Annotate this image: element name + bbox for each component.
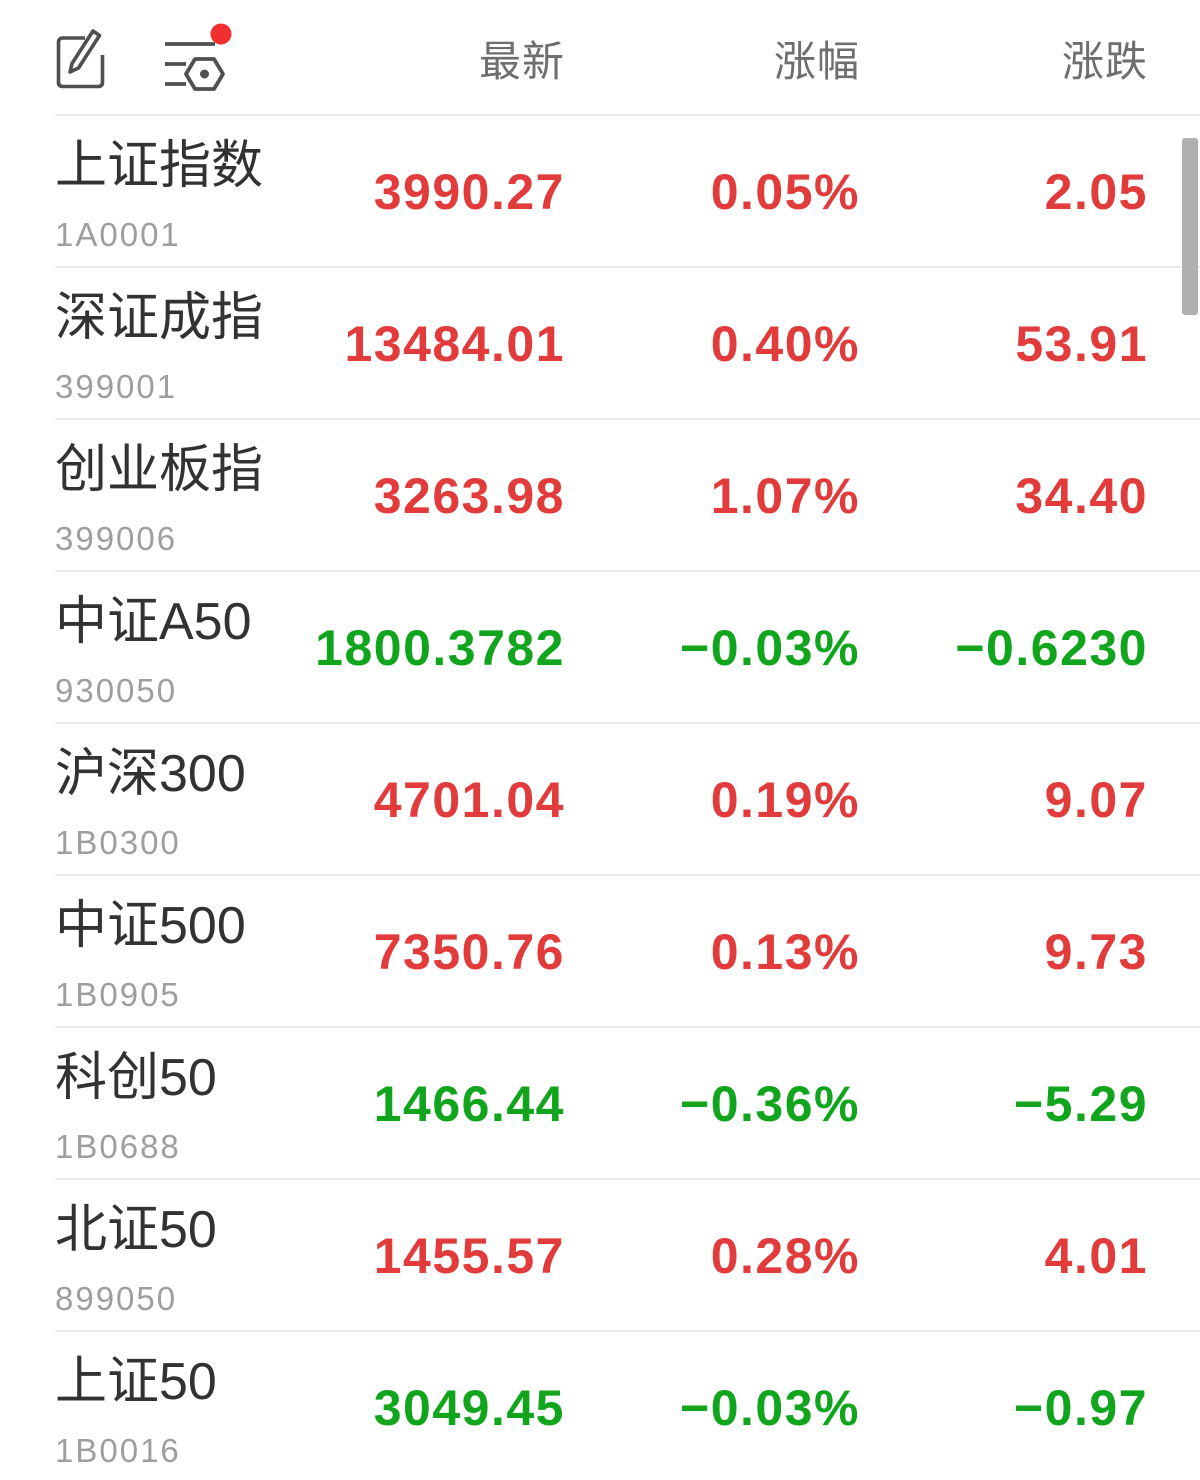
change-percent: 0.19% — [710, 772, 860, 828]
index-name-block: 科创50 1B0688 — [55, 1028, 265, 1163]
change-amount: −0.97 — [1013, 1380, 1148, 1436]
last-price: 1455.57 — [373, 1228, 565, 1284]
index-name: 中证A50 — [55, 593, 252, 651]
change-amount: 4.01 — [1044, 1228, 1148, 1284]
change-percent: −0.36% — [680, 1076, 860, 1132]
index-code: 1A0001 — [55, 216, 181, 253]
index-code: 399006 — [55, 520, 178, 557]
change-percent: 0.28% — [710, 1228, 860, 1284]
index-code: 1B0016 — [55, 1432, 181, 1469]
last-price: 4701.04 — [373, 772, 565, 828]
change-amount: 9.73 — [1044, 924, 1148, 980]
edit-compose-icon — [56, 29, 105, 89]
index-name: 北证50 — [55, 1201, 217, 1259]
last-price: 1466.44 — [373, 1076, 565, 1132]
index-code: 899050 — [55, 1280, 178, 1317]
index-name-block: 上证50 1B0016 — [55, 1332, 265, 1467]
index-code: 399001 — [55, 368, 178, 405]
notification-dot — [210, 23, 232, 45]
change-amount: 2.05 — [1044, 164, 1148, 220]
change-amount: −5.29 — [1013, 1076, 1148, 1132]
index-code: 1B0905 — [55, 976, 181, 1013]
change-amount: 9.07 — [1044, 772, 1148, 828]
index-row[interactable]: 科创50 1B0688 1466.44 −0.36% −5.29 — [0, 1028, 1200, 1180]
index-name-block: 深证成指 399001 — [55, 268, 265, 403]
index-name-block: 沪深300 1B0300 — [55, 724, 265, 859]
index-code: 930050 — [55, 672, 178, 709]
index-code: 1B0300 — [55, 824, 181, 861]
edit-button[interactable] — [55, 27, 105, 89]
index-name: 创业板指 — [55, 441, 264, 499]
index-name: 中证500 — [55, 897, 246, 955]
index-name-block: 上证指数 1A0001 — [55, 116, 265, 251]
change-percent: −0.03% — [680, 1380, 860, 1436]
index-name-block: 创业板指 399006 — [55, 420, 265, 555]
index-name: 沪深300 — [55, 745, 246, 803]
index-name-block: 中证500 1B0905 — [55, 876, 265, 1011]
change-percent: 0.13% — [710, 924, 860, 980]
index-row[interactable]: 中证500 1B0905 7350.76 0.13% 9.73 — [0, 876, 1200, 1028]
index-row[interactable]: 上证50 1B0016 3049.45 −0.03% −0.97 — [0, 1332, 1200, 1480]
index-row[interactable]: 沪深300 1B0300 4701.04 0.19% 9.07 — [0, 724, 1200, 876]
last-price: 1800.3782 — [315, 620, 565, 676]
index-row[interactable]: 中证A50 930050 1800.3782 −0.03% −0.6230 — [0, 572, 1200, 724]
change-amount: 53.91 — [1015, 316, 1148, 372]
change-amount: 34.40 — [1015, 468, 1148, 524]
list-filter-settings-icon — [165, 23, 232, 91]
change-percent: 0.40% — [710, 316, 860, 372]
header-toolbar — [55, 22, 265, 94]
column-header-last[interactable]: 最新 — [478, 37, 565, 85]
index-name: 上证指数 — [55, 137, 264, 195]
index-list: 上证指数 1A0001 3990.27 0.05% 2.05 深证成指 3990… — [0, 116, 1200, 1480]
index-name-block: 北证50 899050 — [55, 1180, 265, 1315]
last-price: 13484.01 — [344, 316, 565, 372]
change-percent: 0.05% — [710, 164, 860, 220]
index-row[interactable]: 创业板指 399006 3263.98 1.07% 34.40 — [0, 420, 1200, 572]
index-name: 科创50 — [55, 1049, 217, 1107]
index-name-block: 中证A50 930050 — [55, 572, 265, 707]
index-row[interactable]: 北证50 899050 1455.57 0.28% 4.01 — [0, 1180, 1200, 1332]
last-price: 7350.76 — [373, 924, 565, 980]
list-settings-button[interactable] — [165, 22, 233, 94]
column-header-change-pct[interactable]: 涨幅 — [773, 37, 860, 85]
change-percent: −0.03% — [680, 620, 860, 676]
index-row[interactable]: 深证成指 399001 13484.01 0.40% 53.91 — [0, 268, 1200, 420]
index-name: 深证成指 — [55, 289, 264, 347]
change-amount: −0.6230 — [955, 620, 1148, 676]
last-price: 3990.27 — [373, 164, 565, 220]
last-price: 3263.98 — [373, 468, 565, 524]
index-code: 1B0688 — [55, 1128, 181, 1165]
scrollbar-thumb[interactable] — [1182, 138, 1198, 315]
last-price: 3049.45 — [373, 1380, 565, 1436]
index-name: 上证50 — [55, 1353, 217, 1411]
change-percent: 1.07% — [710, 468, 860, 524]
index-row[interactable]: 上证指数 1A0001 3990.27 0.05% 2.05 — [0, 116, 1200, 268]
list-header: 最新 涨幅 涨跌 — [0, 0, 1200, 116]
column-header-change[interactable]: 涨跌 — [1061, 37, 1148, 85]
